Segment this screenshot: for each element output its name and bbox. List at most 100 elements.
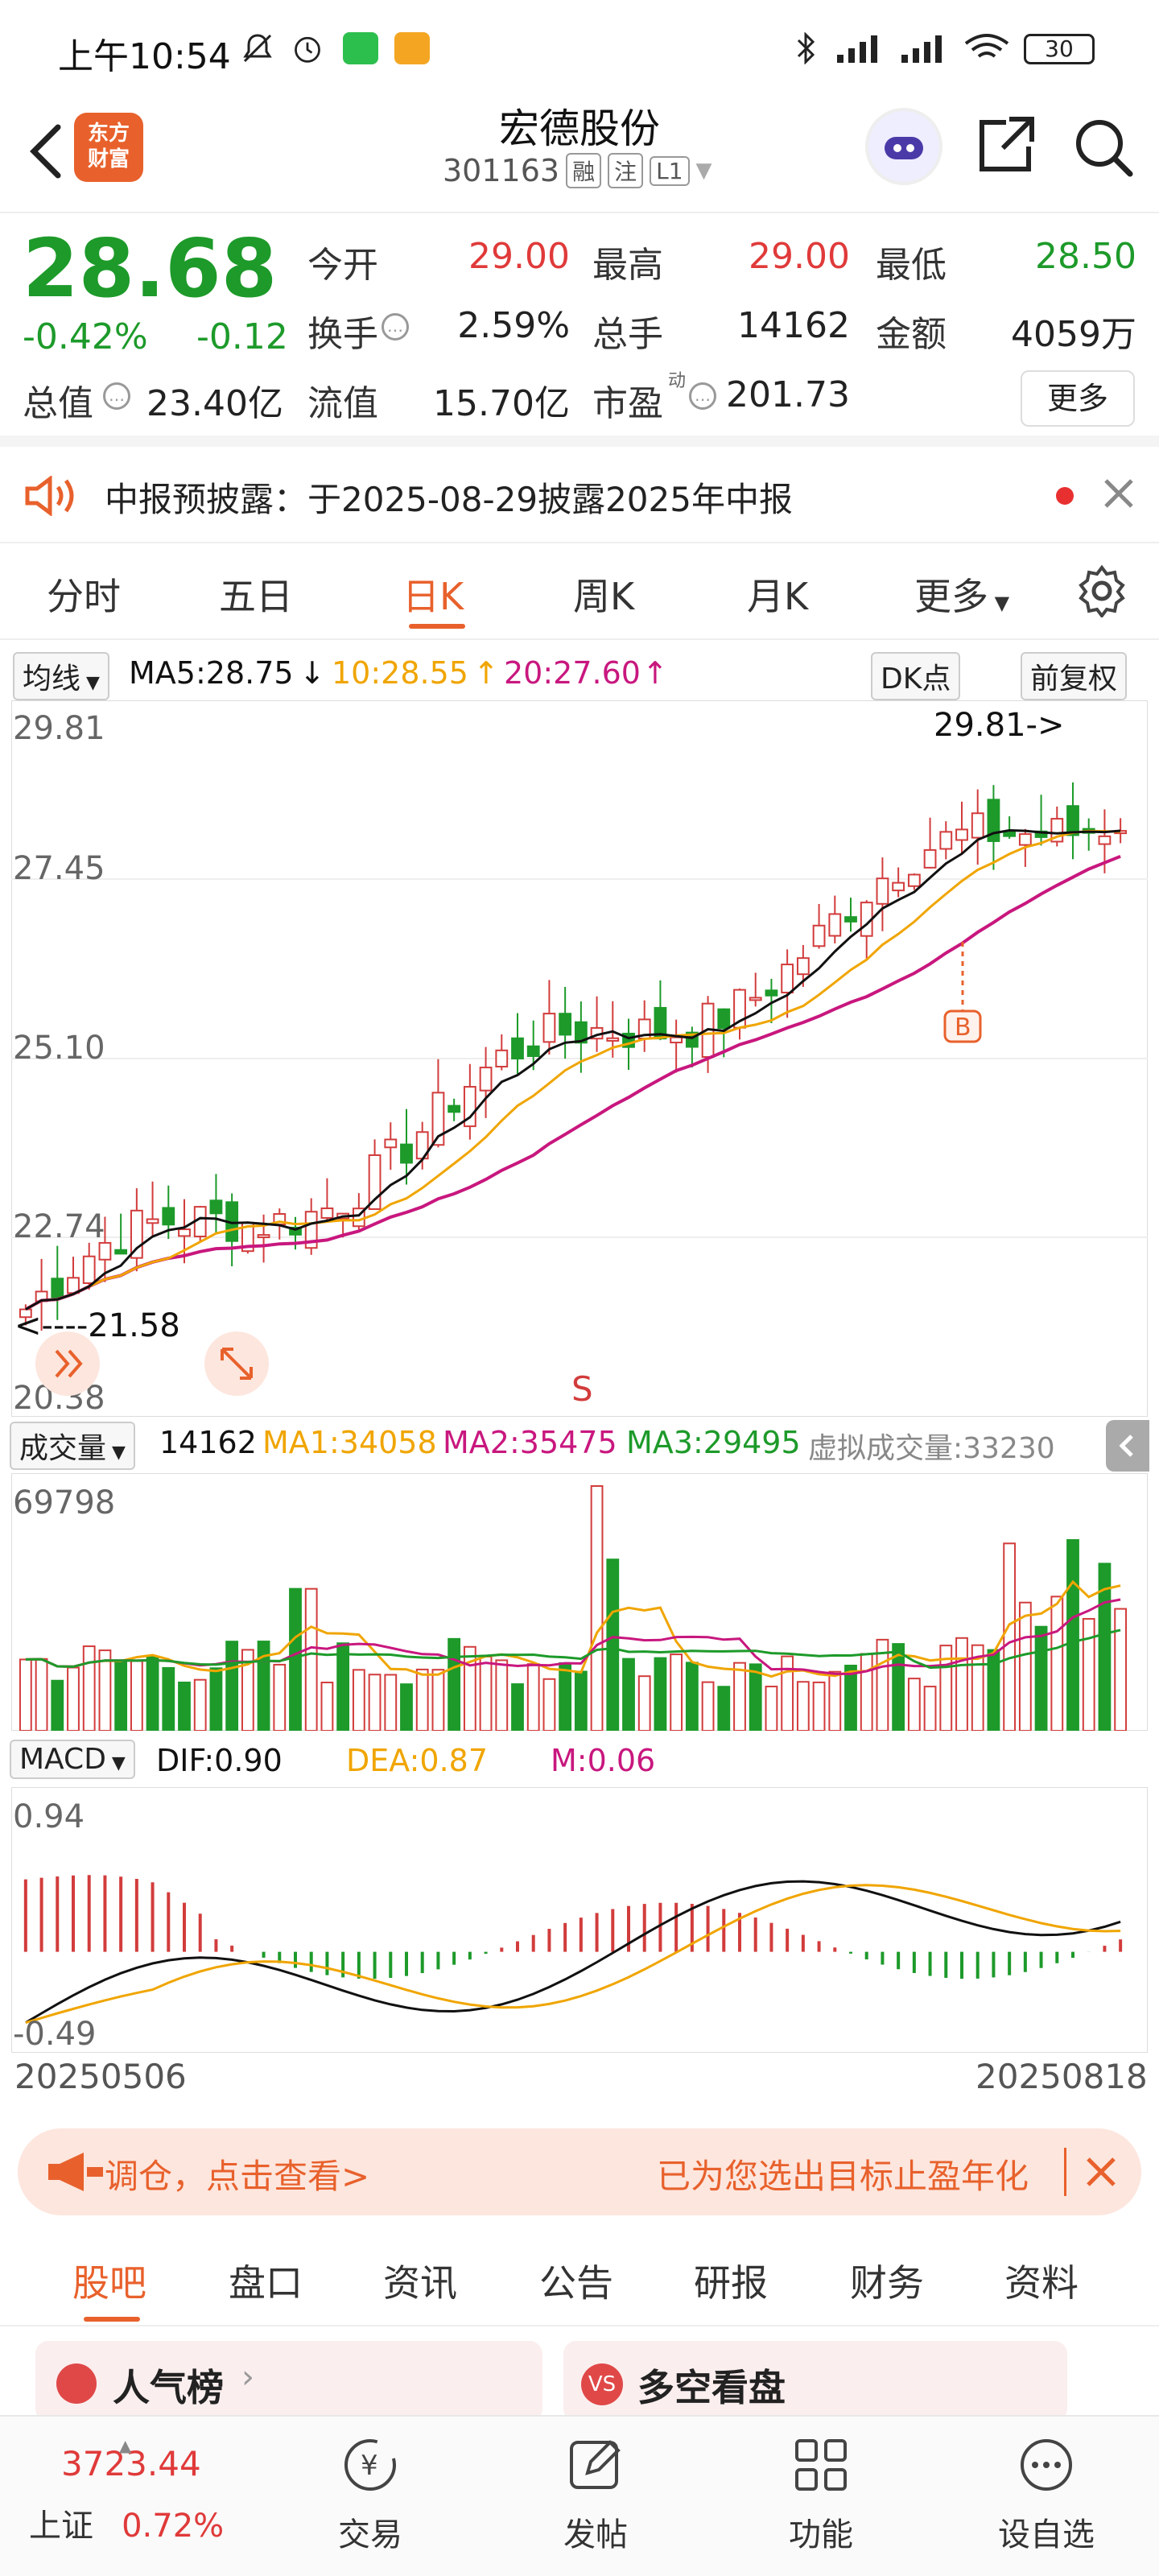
index-ticker[interactable]: ▲ 3723.44 上证 0.72% [29, 2436, 224, 2546]
candle-body [765, 989, 778, 997]
candle-body [320, 1208, 334, 1219]
volume-bar [35, 1657, 48, 1731]
kline-chart[interactable]: 29.81 27.45 25.10 22.74 20.38 29.81-> <-… [11, 700, 1148, 1417]
banner-left-text: 调仓，点击查看> [105, 2157, 370, 2196]
candle-body [448, 1104, 461, 1113]
high-value: 29.00 [749, 236, 850, 277]
active-tab-indicator [409, 624, 465, 629]
chevron-right-icon: › [241, 2359, 254, 2396]
volume-bar [574, 1670, 588, 1731]
volume-bar [1034, 1625, 1048, 1731]
dk-point-button[interactable]: DK点 [871, 652, 961, 700]
tab-monthly-k[interactable]: 月K [747, 575, 809, 618]
volume-bar [670, 1653, 683, 1731]
market-cap-label: 总值 [23, 383, 93, 424]
tab-announcements[interactable]: 公告 [539, 2261, 613, 2305]
tab-profile[interactable]: 资料 [1004, 2261, 1079, 2305]
tab-research[interactable]: 研报 [694, 2261, 768, 2305]
candle-body [542, 1013, 556, 1043]
candle-body [526, 1045, 540, 1057]
double-chevron-right-icon [55, 1349, 83, 1378]
volume-current: 14162 [159, 1425, 257, 1460]
nav-post[interactable]: 发帖 [523, 2433, 668, 2555]
candle-body [289, 1226, 302, 1236]
volume-bar [257, 1641, 270, 1731]
tab-news[interactable]: 资讯 [383, 2261, 457, 2305]
ma10-value: 10:28.55 [332, 655, 468, 691]
feature-cards: 人气榜 › VS 多空看盘 [0, 2326, 1159, 2421]
volume-bar [1018, 1601, 1032, 1731]
y-tick-label: 22.74 [13, 1208, 105, 1245]
y-tick-label: 25.10 [13, 1030, 105, 1067]
tab-more[interactable]: 更多 ▼ [914, 568, 1009, 621]
volume-chart[interactable]: 69798 [11, 1473, 1148, 1731]
volume-bar [717, 1686, 731, 1731]
wifi-icon [964, 34, 1009, 58]
popularity-card[interactable]: 人气榜 › [35, 2341, 542, 2421]
close-icon[interactable] [1095, 469, 1143, 518]
status-bar: 上午10:54 30 [0, 0, 1159, 97]
collapse-panel-button[interactable] [1106, 1420, 1149, 1472]
tab-weekly-k[interactable]: 周K [573, 575, 635, 618]
volume-bar [559, 1662, 572, 1731]
tab-order-book[interactable]: 盘口 [229, 2261, 303, 2305]
volume-bar [352, 1669, 365, 1731]
tab-forum[interactable]: 股吧 [72, 2261, 146, 2305]
back-arrow-icon[interactable] [23, 119, 71, 184]
nav-functions[interactable]: 功能 [749, 2433, 893, 2555]
amount-label: 金额 [876, 314, 947, 355]
ma20-up-arrow-icon: ↑ [642, 655, 668, 691]
candle-body [971, 812, 984, 839]
ma20-value: 20:27.60 [504, 655, 641, 691]
volume-bar [1114, 1608, 1128, 1731]
stock-name: 宏德股份 [499, 105, 660, 152]
volume-bar [622, 1657, 635, 1731]
volume-bar [304, 1587, 318, 1731]
candle-body [876, 877, 889, 905]
volume-bar [320, 1682, 334, 1731]
volume-bar [178, 1681, 191, 1731]
candle-body [51, 1278, 64, 1298]
market-cap-info-icon[interactable]: … [103, 382, 130, 410]
gear-icon[interactable] [1075, 564, 1128, 617]
macd-chart[interactable]: 0.94 -0.49 [11, 1787, 1148, 2053]
tab-more-caret-icon: ▼ [988, 592, 1010, 614]
share-icon[interactable] [974, 113, 1038, 177]
pe-info-icon[interactable]: … [689, 382, 716, 410]
tab-intraday[interactable]: 分时 [47, 575, 121, 618]
close-icon[interactable] [1079, 2149, 1124, 2194]
nav-trade[interactable]: ¥ 交易 [298, 2433, 443, 2555]
ai-assistant-icon[interactable] [865, 108, 942, 185]
candle-body [781, 964, 794, 993]
candle-body [463, 1086, 476, 1128]
promo-banner[interactable]: 调仓，点击查看> 已为您选出目标止盈年化 [18, 2128, 1141, 2215]
app-logo[interactable]: 东方 财富 [74, 113, 143, 182]
turnover-info-icon[interactable]: … [382, 313, 409, 341]
adjust-mode-button[interactable]: 前复权 [1021, 652, 1128, 700]
volume-bar [844, 1664, 857, 1731]
candle-body [495, 1049, 509, 1068]
nav-add-watchlist[interactable]: 设自选 [974, 2433, 1119, 2555]
search-icon[interactable] [1070, 114, 1135, 179]
bull-bear-card[interactable]: VS 多空看盘 [563, 2341, 1067, 2421]
ma-selector[interactable]: 均线 ▼ [13, 652, 109, 700]
candle-body [955, 828, 968, 841]
macd-selector-label: MACD [19, 1743, 106, 1776]
more-quote-button[interactable]: 更多 [1021, 370, 1135, 427]
open-label: 今开 [307, 245, 378, 286]
volume-selector[interactable]: 成交量 ▼ [10, 1422, 135, 1470]
index-value: 3723.44 [61, 2444, 201, 2483]
macd-selector[interactable]: MACD ▼ [10, 1740, 135, 1779]
volume-bar [542, 1678, 556, 1731]
active-tab-indicator [84, 2317, 140, 2322]
ma-legend-row: 均线 ▼ MA5:28.75 ↓ 10:28.55 ↑ 20:27.60 ↑ D… [0, 644, 1159, 700]
sell-signal-label: S [571, 1369, 593, 1409]
volume-ma3: MA3:29495 [626, 1425, 801, 1460]
notice-bar[interactable]: 中报预披露：于2025-08-29披露2025年中报 [0, 447, 1159, 543]
tab-five-day[interactable]: 五日 [219, 575, 293, 618]
candle-body [178, 1228, 191, 1237]
tab-financials[interactable]: 财务 [850, 2261, 924, 2305]
stock-code-row[interactable]: 301163 融 注 L1 ▼ [443, 153, 712, 188]
stock-code: 301163 [443, 153, 560, 188]
tab-daily-k[interactable]: 日K [402, 575, 464, 618]
